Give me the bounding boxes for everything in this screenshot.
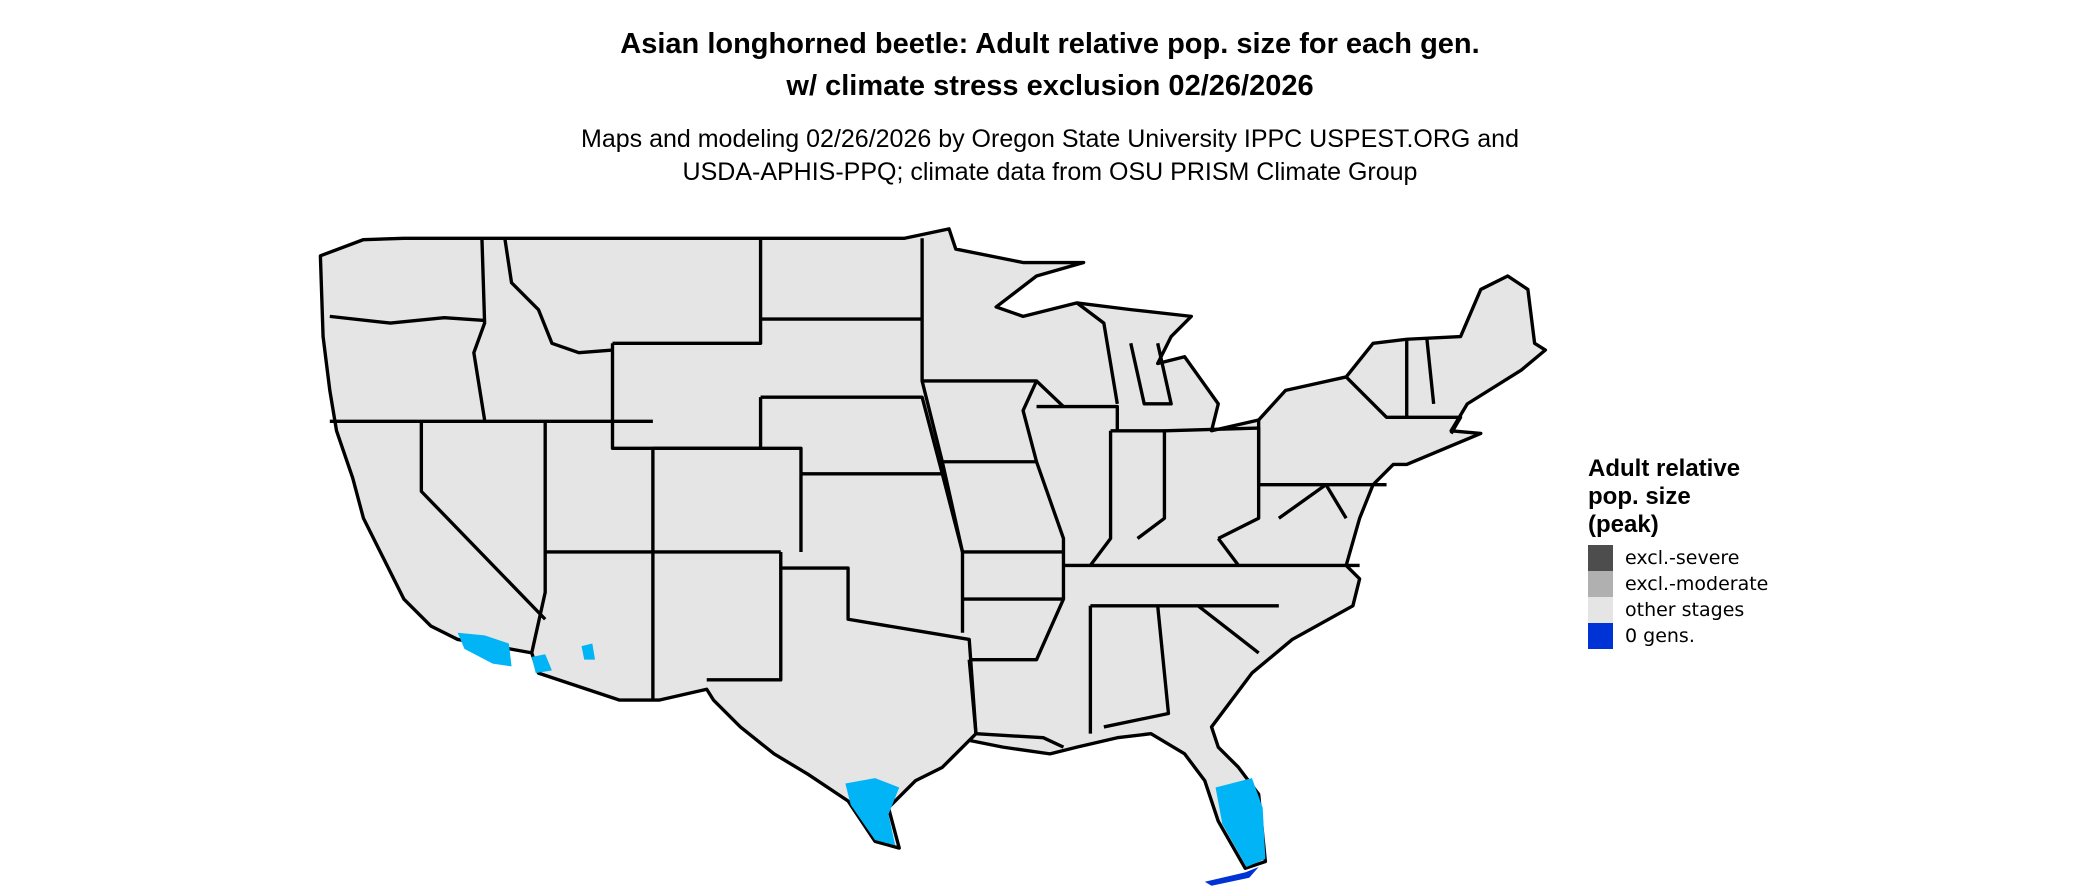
legend-title-line: pop. size bbox=[1588, 483, 1691, 510]
legend-label: excl.-severe bbox=[1625, 547, 1740, 569]
legend-title-line: Adult relative bbox=[1588, 455, 1741, 482]
legend-title-line: (peak) bbox=[1588, 511, 1659, 538]
socal-area bbox=[457, 632, 512, 667]
arizona-area-2 bbox=[581, 643, 595, 660]
south-florida-area bbox=[1215, 778, 1266, 867]
legend-label: excl.-moderate bbox=[1625, 573, 1769, 595]
legend-item-excl-severe: excl.-severe bbox=[1588, 545, 1768, 571]
florida-keys-zero-gens bbox=[1204, 866, 1259, 886]
map-title-line1: Asian longhorned beetle: Adult relative … bbox=[620, 28, 1480, 60]
legend-swatch bbox=[1588, 597, 1613, 623]
us-land bbox=[318, 227, 1548, 870]
arizona-area bbox=[531, 654, 552, 674]
legend-item-excl-moderate: excl.-moderate bbox=[1588, 571, 1768, 597]
legend: Adult relative pop. size (peak) excl.-se… bbox=[1588, 455, 1768, 649]
legend-swatch bbox=[1588, 623, 1613, 649]
legend-label: other stages bbox=[1625, 599, 1745, 621]
map-title-line2: w/ climate stress exclusion 02/26/2026 bbox=[786, 70, 1314, 102]
state-borders bbox=[329, 238, 1463, 749]
legend-label: 0 gens. bbox=[1625, 625, 1695, 647]
legend-swatch bbox=[1588, 545, 1613, 571]
map-subtitle-line1: Maps and modeling 02/26/2026 by Oregon S… bbox=[581, 125, 1519, 153]
legend-swatch bbox=[1588, 571, 1613, 597]
map-subtitle-line2: USDA-APHIS-PPQ; climate data from OSU PR… bbox=[682, 158, 1418, 186]
highlight-areas bbox=[457, 632, 1266, 867]
legend-item-0-gens: 0 gens. bbox=[1588, 623, 1768, 649]
south-texas-area bbox=[845, 778, 900, 846]
legend-item-other-stages: other stages bbox=[1588, 597, 1768, 623]
legend-title: Adult relative pop. size (peak) bbox=[1588, 455, 1768, 539]
